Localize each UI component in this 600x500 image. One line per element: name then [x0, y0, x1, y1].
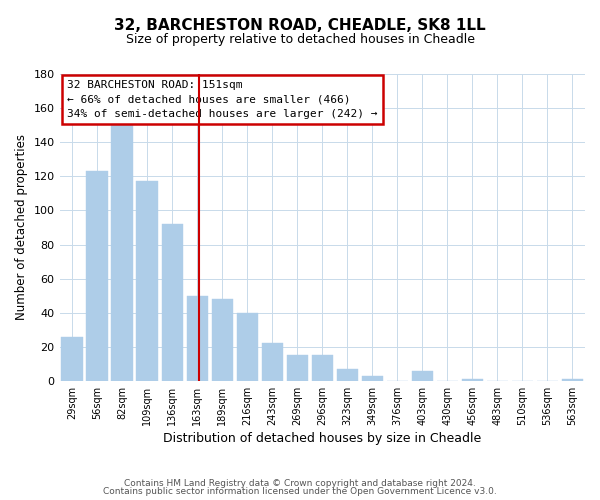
- Bar: [287, 356, 308, 381]
- Bar: [212, 299, 233, 381]
- Bar: [112, 125, 133, 381]
- Bar: [262, 344, 283, 381]
- Bar: [311, 356, 333, 381]
- Text: Contains HM Land Registry data © Crown copyright and database right 2024.: Contains HM Land Registry data © Crown c…: [124, 478, 476, 488]
- Text: Size of property relative to detached houses in Cheadle: Size of property relative to detached ho…: [125, 32, 475, 46]
- Text: 32, BARCHESTON ROAD, CHEADLE, SK8 1LL: 32, BARCHESTON ROAD, CHEADLE, SK8 1LL: [114, 18, 486, 32]
- Bar: [187, 296, 208, 381]
- X-axis label: Distribution of detached houses by size in Cheadle: Distribution of detached houses by size …: [163, 432, 481, 445]
- Y-axis label: Number of detached properties: Number of detached properties: [15, 134, 28, 320]
- Bar: [136, 182, 158, 381]
- Bar: [412, 370, 433, 381]
- Bar: [462, 379, 483, 381]
- Bar: [86, 171, 108, 381]
- Bar: [562, 379, 583, 381]
- Bar: [61, 336, 83, 381]
- Text: Contains public sector information licensed under the Open Government Licence v3: Contains public sector information licen…: [103, 487, 497, 496]
- Text: 32 BARCHESTON ROAD: 151sqm
← 66% of detached houses are smaller (466)
34% of sem: 32 BARCHESTON ROAD: 151sqm ← 66% of deta…: [67, 80, 378, 119]
- Bar: [337, 369, 358, 381]
- Bar: [236, 312, 258, 381]
- Bar: [362, 376, 383, 381]
- Bar: [161, 224, 183, 381]
